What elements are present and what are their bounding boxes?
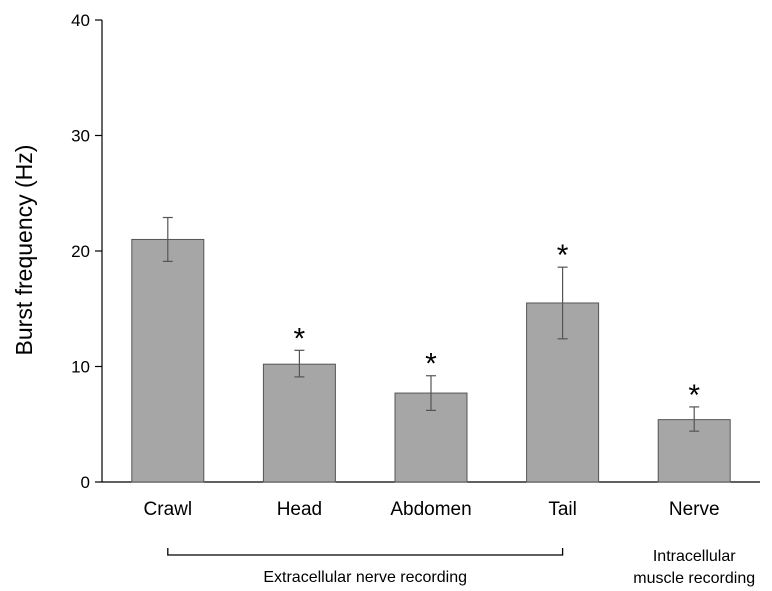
y-tick-label: 40 (71, 11, 90, 30)
bar-crawl (131, 238, 205, 483)
group-label: muscle recording (633, 570, 755, 587)
y-axis-label: Burst frequency (Hz) (11, 145, 37, 356)
significance-marker: * (425, 348, 437, 381)
group-label: Extracellular nerve recording (263, 569, 467, 586)
x-tick-label: Tail (548, 499, 577, 520)
x-tick-label: Nerve (669, 499, 720, 520)
significance-marker: * (294, 322, 306, 355)
group-bracket (167, 548, 564, 556)
group-annotations: Extracellular nerve recording Intracellul… (167, 548, 755, 587)
bars: * * * * (131, 216, 731, 483)
y-tick-label: 0 (81, 473, 90, 492)
y-axis: 0 10 20 30 40 (71, 11, 103, 492)
y-tick-label: 30 (71, 127, 90, 146)
x-tick-label: Abdomen (390, 499, 471, 520)
x-tick-label: Crawl (144, 499, 193, 520)
significance-marker: * (557, 239, 569, 272)
bar-head (262, 363, 336, 483)
x-axis: Crawl Head Abdomen Tail Nerve (102, 481, 760, 520)
significance-marker: * (688, 379, 700, 412)
y-tick-label: 10 (71, 358, 90, 377)
x-tick-label: Head (277, 499, 322, 520)
group-label: Intracellular (653, 548, 736, 565)
y-tick-label: 20 (71, 242, 90, 261)
